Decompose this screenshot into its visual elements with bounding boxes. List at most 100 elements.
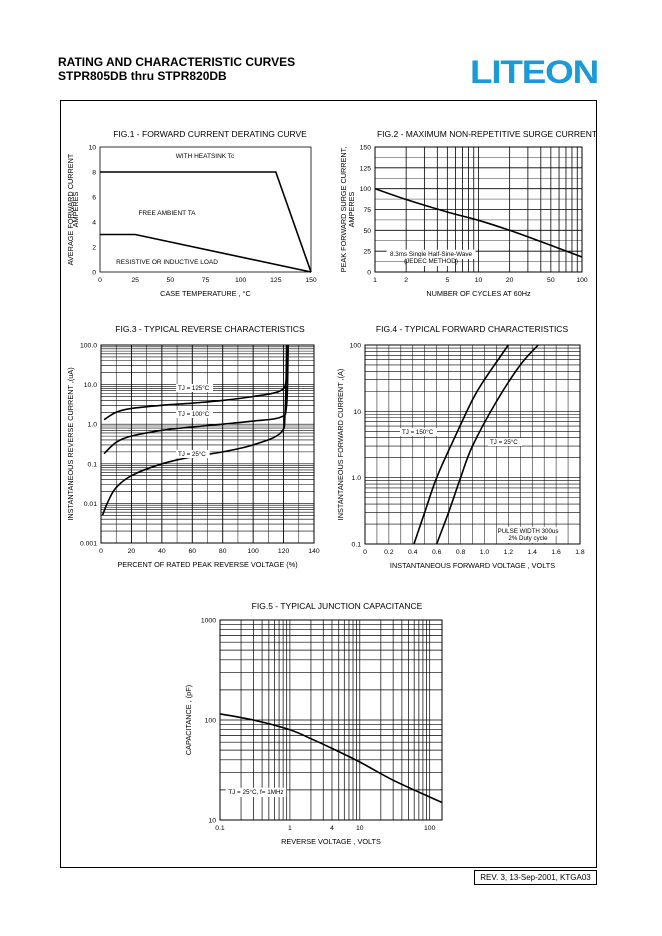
fig2-xtick-label: 20: [506, 277, 514, 284]
fig2-xtick-label: 1: [373, 277, 377, 284]
fig2-ytick-label: 125: [360, 165, 372, 172]
brand-logo-text: LITEON: [470, 54, 598, 88]
fig1-ytick-label: 10: [88, 145, 96, 152]
fig4-annotation: 2% Duty cycle: [505, 533, 551, 543]
fig2-annotation-bg: [386, 249, 476, 259]
fig2-plot-border: [374, 146, 583, 273]
fig2-annotation: (JEDEC METHOD): [404, 256, 458, 266]
fig3-series-line-0: [103, 344, 289, 421]
fig4-annotation-bg: [499, 526, 557, 536]
fig4-title: FIG.4 - TYPICAL FORWARD CHARACTERISTICS: [376, 324, 569, 334]
fig3-ytick-label: 0.01: [84, 501, 97, 508]
fig2-xlabel: NUMBER OF CYCLES AT 60Hz: [426, 289, 531, 298]
fig3-series-label: TJ = 125°C: [176, 384, 213, 392]
fig5-chart: FIG.5 - TYPICAL JUNCTION CAPACITANCE 0.1 1…: [184, 601, 443, 846]
fig1-annotation: WITH HEATSINK Tc: [176, 153, 235, 160]
fig4-series-line-0: [413, 344, 509, 545]
fig5-xtick-label: 4: [330, 825, 334, 832]
fig5-xtick-label: 1: [288, 825, 292, 832]
page-subtitle: STPR805DB thru STPR820DB: [58, 69, 227, 83]
fig2-ylabel: PEAK FORWARD SURGE CURRENT,: [339, 147, 348, 273]
fig5-xtick-label: 10: [356, 825, 364, 832]
fig1-ylabel: AVERAGE FORWARD CURRENT: [66, 153, 75, 265]
fig1-ytick-label: 8: [92, 170, 96, 177]
fig4-series-label-text: TJ = 25°C: [490, 439, 518, 446]
fig4-ytick-label: 10: [353, 409, 361, 416]
fig3-xtick-label: 0: [99, 548, 103, 555]
fig3-series-label-bg: [176, 450, 210, 458]
fig1-annotation-text: RESISTIVE OR INDUCTIVE LOAD: [116, 259, 218, 266]
fig1-annotation: FREE AMBIENT TA: [138, 210, 196, 217]
fig3-xlabel: PERCENT OF RATED PEAK REVERSE VOLTAGE (%…: [117, 560, 297, 569]
fig1-series-line-1: [100, 233, 312, 273]
fig4-series-label: TJ = 150°C: [400, 428, 437, 436]
fig4-xlabel: INSTANTANEOUS FORWARD VOLTAGE , VOLTS: [390, 561, 555, 570]
fig3-ytick-label: 100.0: [80, 343, 97, 350]
fig1-xtick-label: 0: [98, 277, 102, 284]
fig3-series-label-text: TJ = 25°C: [178, 451, 206, 458]
fig2-ytick-label: 50: [363, 228, 371, 235]
fig1-xtick-label: 100: [235, 277, 247, 284]
fig2-annotation-text: (JEDEC METHOD): [404, 258, 458, 265]
fig2-xtick-label: 100: [576, 277, 588, 284]
fig1-series-line-0: [100, 171, 312, 273]
fig1-xtick-label: 75: [202, 277, 210, 284]
fig2-annotation-bg: [406, 256, 456, 266]
fig1-xtick-label: 150: [305, 277, 317, 284]
fig1-plot-border: [99, 146, 312, 273]
fig4-annotation-bg: [505, 533, 551, 543]
fig1-ylabel: AMPERES: [71, 192, 80, 228]
page-title: RATING AND CHARACTERISTIC CURVES: [58, 55, 296, 69]
fig1-annotation-text: WITH HEATSINK Tc: [176, 153, 235, 160]
fig2-xtick-label: 5: [445, 277, 449, 284]
fig4-xtick-label: 1.4: [527, 549, 537, 556]
fig2-xtick-label: 2: [404, 277, 408, 284]
fig5-plot-border: [219, 619, 443, 821]
fig3-xtick-label: 100: [247, 548, 259, 555]
fig2-ytick-label: 150: [360, 145, 372, 152]
fig3-series-label-text: TJ = 100°C: [178, 411, 210, 418]
fig5-title: FIG.5 - TYPICAL JUNCTION CAPACITANCE: [252, 601, 423, 611]
fig5-grid: [219, 619, 443, 821]
fig3-xtick-label: 20: [128, 548, 136, 555]
fig1-title: FIG.1 - FORWARD CURRENT DERATING CURVE: [113, 129, 307, 139]
fig4-ytick-label: 1.0: [352, 475, 362, 482]
fig3-ytick-label: 0.001: [80, 541, 97, 548]
fig1-annotation-text: FREE AMBIENT TA: [138, 210, 196, 217]
fig3-ylabel: INSTANTANEOUS REVERSE CURRENT ,(uA): [66, 367, 75, 520]
fig1-ytick-label: 6: [92, 195, 96, 202]
fig4-ylabel: INSTANTANEOUS FORWARD CURRENT ,(A): [336, 369, 345, 521]
fig1-ytick-label: 4: [92, 220, 96, 227]
fig1-xtick-label: 25: [131, 277, 139, 284]
fig3-xtick-label: 60: [189, 548, 197, 555]
fig3-plot-border: [100, 344, 315, 544]
brand-logo: LITEON: [470, 54, 599, 88]
fig4-xtick-label: 0.6: [432, 549, 442, 556]
fig5-series-line-0: [219, 713, 443, 804]
fig4-ytick-label: 0.1: [352, 542, 362, 549]
fig4-ytick-label: 100: [350, 343, 362, 350]
fig4-series-label-bg: [488, 438, 522, 446]
fig4-series-label-bg: [400, 428, 437, 436]
fig3-series-label-bg: [176, 410, 213, 418]
fig5-xtick-label: 0.1: [215, 825, 225, 832]
fig1-annotation: RESISTIVE OR INDUCTIVE LOAD: [116, 259, 218, 266]
charts-frame: [60, 100, 597, 868]
page-header: RATING AND CHARACTERISTIC CURVES STPR805…: [58, 55, 295, 83]
fig4-xtick-label: 0.2: [384, 549, 394, 556]
revision-note: REV. 3, 13-Sep-2001, KTGA03: [474, 870, 597, 885]
fig4-xtick-label: 0: [363, 549, 367, 556]
fig1-ytick-label: 0: [92, 270, 96, 277]
fig4-series-line-1: [435, 344, 539, 545]
fig2-title: FIG.2 - MAXIMUM NON-REPETITIVE SURGE CUR…: [377, 129, 597, 139]
fig5-annotation-text: TJ = 25°C, f= 1MHz: [228, 788, 283, 796]
fig2-ytick-label: 75: [363, 207, 371, 214]
fig3-ytick-label: 1.0: [88, 422, 98, 429]
fig2-chart: FIG.2 - MAXIMUM NON-REPETITIVE SURGE CUR…: [339, 129, 597, 298]
fig3-ytick-label: 10.0: [84, 382, 97, 389]
fig4-xtick-label: 0.4: [408, 549, 418, 556]
fig2-xtick-label: 10: [475, 277, 483, 284]
fig3-series-label: TJ = 25°C: [176, 450, 210, 458]
fig3-series-label-bg: [176, 384, 213, 392]
fig1-chart: FIG.1 - FORWARD CURRENT DERATING CURVE 0 2…: [66, 129, 317, 298]
